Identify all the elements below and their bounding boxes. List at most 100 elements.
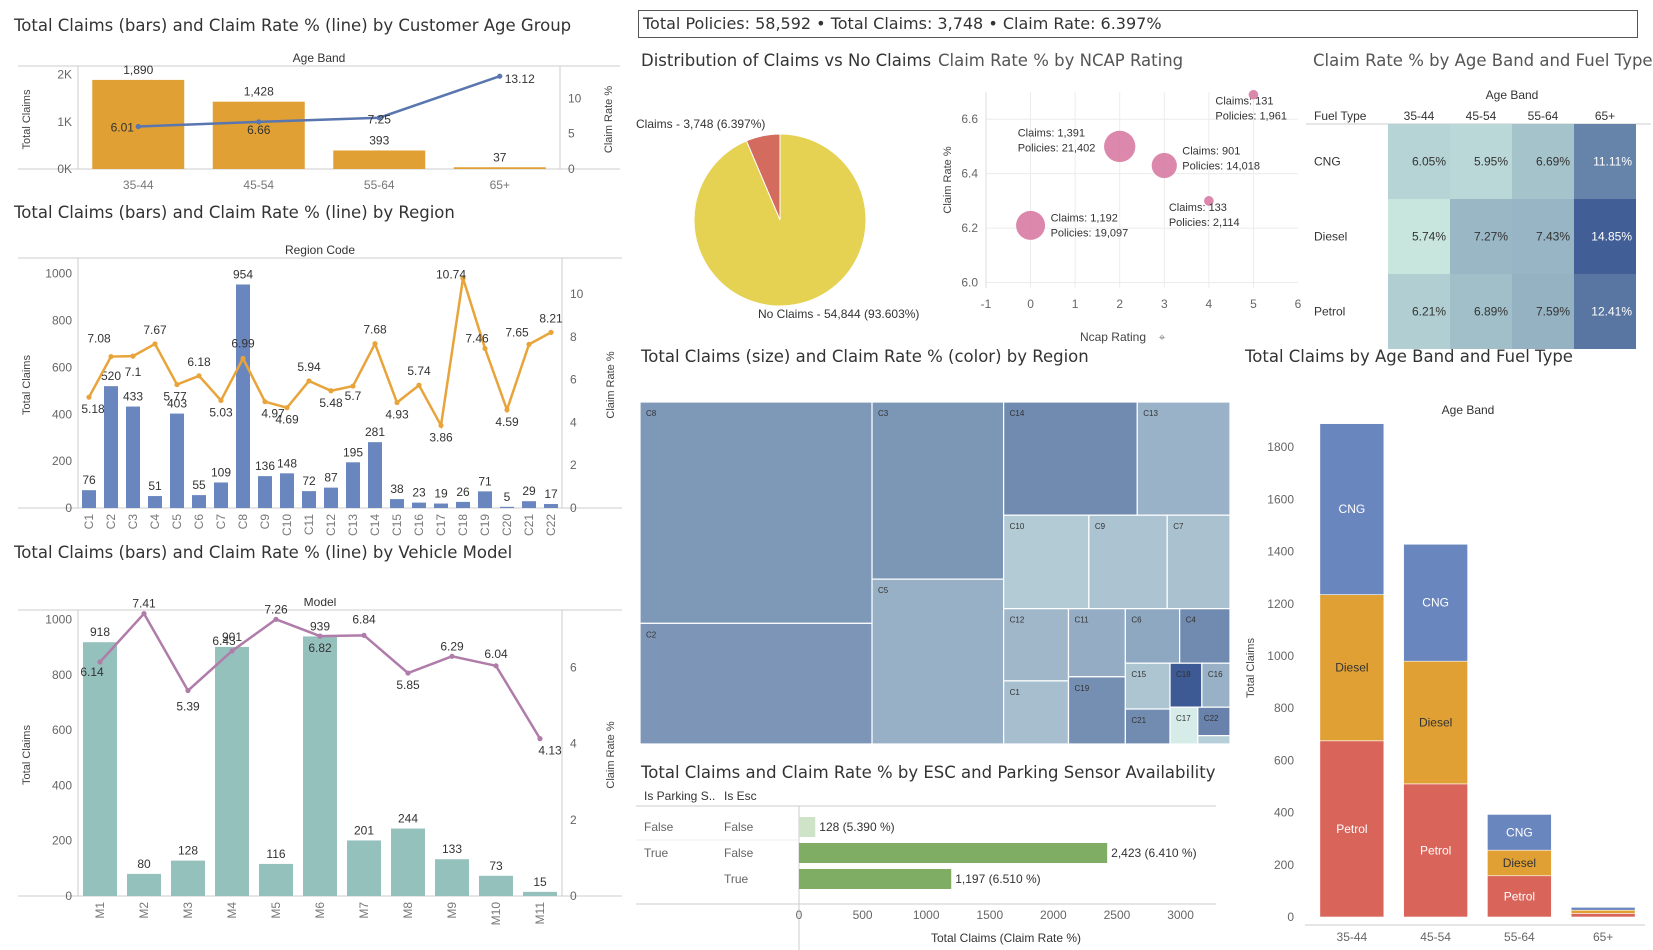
treemap-tile-label: C9 [1095,522,1106,531]
y2-tick-label: 8 [570,330,577,344]
x-tick-label: 2 [1116,297,1123,311]
y-tick-label: 6.4 [961,167,978,181]
bar-value-label: 80 [137,857,151,871]
treemap-tile [1166,514,1230,610]
rate-line [87,277,552,430]
heat-cell [1450,124,1512,199]
heat-cell [1512,124,1574,199]
esc-esc-label: False [724,820,754,834]
stack-segment [1319,594,1385,742]
heat-row-label: Petrol [1314,305,1345,319]
rate-value-label: 3.86 [429,430,453,444]
rate-value-label: 6.99 [231,336,255,350]
x-tick-label: M5 [269,902,283,919]
treemap-tile-label: C17 [1176,714,1191,723]
bar-value-label: 37 [493,150,507,164]
x-tick-label: M10 [489,902,503,926]
rate-value-label: 6.18 [187,355,211,369]
rate-point [152,341,158,347]
bar-value-label: 195 [343,445,363,459]
y2-tick-label: 6 [570,660,577,674]
stack-segment [1403,660,1468,785]
y-tick-label: 0K [57,162,72,176]
rate-value-label: 6.14 [80,665,104,679]
bubble-label-claims: Claims: 1,391 [1018,127,1085,139]
bar [126,406,140,508]
ncap-bubble [1016,210,1046,240]
bubble-label-policies: Policies: 21,402 [1018,142,1096,154]
x-tick-label: C17 [434,514,448,536]
rate-value-label: 5.94 [297,360,321,374]
bar [148,496,162,508]
esc-bar-label: 1,197 (6.510 %) [955,872,1040,886]
chart-header: Region Code [285,244,355,257]
bar [82,490,96,508]
stack-segment [1570,913,1636,918]
stack-segment [1487,849,1552,877]
bar [391,828,425,896]
treemap-tile-label: C19 [1074,684,1089,693]
age-fuel-stacked-chart: Age Band 0 200 400 600 800 1000 1200 1400 1600 180… [1245,403,1645,944]
bar-value-label: 939 [310,619,330,633]
y2-tick-label: 10 [570,287,584,301]
rate-point [497,73,503,79]
heat-cell-label: 5.74% [1412,230,1446,244]
rate-point [284,405,290,411]
rate-point [526,341,532,347]
heat-cell [1388,274,1450,349]
x-tick-label: M6 [313,902,327,919]
rate-value-label: 4.97 [261,407,285,421]
bar [544,504,558,508]
stack-y-tick-label: 1400 [1267,545,1294,559]
treemap-tile [1197,706,1230,737]
stack-segment [1403,543,1468,662]
y2-tick-label: 0 [570,501,577,515]
chart-header: Age Band [293,51,346,65]
y2-tick-label: 6 [570,373,577,387]
stack-y-tick-label: 0 [1287,910,1294,924]
bar [171,860,205,896]
treemap-tile [1067,608,1126,678]
x-tick-label: C2 [104,514,118,530]
treemap-tile [1169,662,1203,708]
heat-cell-label: 14.85% [1591,230,1632,244]
rate-point [548,329,554,335]
bar-value-label: 38 [390,482,404,496]
treemap-tile [1003,402,1138,516]
x-tick-label: C7 [214,514,228,530]
heat-cell-label: 6.21% [1412,305,1446,319]
x-axis-title: Ncap Rating [1080,330,1146,344]
rate-point [262,399,268,405]
esc-esc-label: False [724,846,754,860]
heat-cell-label: 7.27% [1474,230,1508,244]
esc-parking-label: True [644,846,669,860]
treemap-tile [1179,608,1230,664]
y2-tick-label: 2 [570,458,577,472]
bar [280,473,294,508]
bar [368,442,382,508]
x-tick-label: 0 [1027,297,1034,311]
heat-cell-label: 6.89% [1474,305,1508,319]
rate-point [196,373,202,379]
rate-value-label: 4.69 [275,413,299,427]
bar-value-label: 15 [533,875,547,889]
bar [347,840,381,896]
rate-point [240,355,246,362]
heatmap-title: Claim Rate % by Age Band and Fuel Type [1313,51,1653,70]
treemap-tile-label: C21 [1131,716,1146,725]
treemap-tile-label: C10 [1010,522,1025,531]
bar-value-label: 1,890 [123,63,153,77]
x-tick-label: C5 [170,514,184,530]
bar [456,501,470,508]
stack-segment-label: Petrol [1420,843,1451,857]
stack-segment-label: Petrol [1336,822,1367,836]
stack-y-tick-label: 400 [1274,806,1294,820]
bubble-label-policies: Policies: 1,961 [1215,111,1287,123]
treemap-tile-label: C8 [646,409,657,418]
y-tick-label: 0 [65,889,72,903]
y2-axis-title: Claim Rate % [605,721,617,788]
rate-value-label: 4.93 [385,408,409,422]
bar-value-label: 244 [398,812,418,826]
rate-point [218,397,224,404]
esc-parking-bar-chart: Is Parking S.. Is Esc False False 128 (5.390… [636,789,1216,950]
